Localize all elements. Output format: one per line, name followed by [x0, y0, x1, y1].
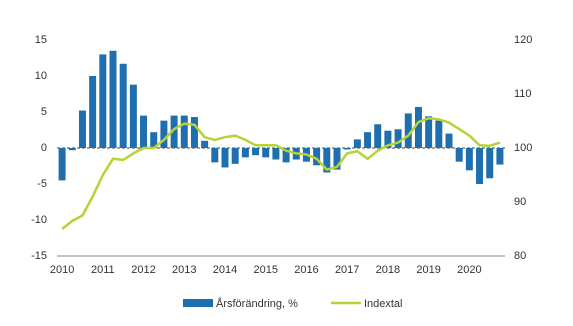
- y2-tick-label: 90: [514, 196, 526, 208]
- x-tick-label: 2015: [253, 264, 277, 276]
- bar: [241, 148, 249, 158]
- bar: [78, 110, 86, 148]
- legend-label: Indextal: [364, 298, 403, 310]
- y-tick-label: -5: [37, 178, 47, 190]
- bar: [465, 148, 473, 171]
- bar: [129, 84, 137, 148]
- bar: [190, 117, 198, 148]
- bar: [323, 148, 331, 173]
- bar: [89, 76, 97, 148]
- bar: [425, 116, 433, 148]
- bar: [486, 148, 494, 179]
- y2-tick-label: 120: [514, 34, 532, 46]
- x-tick-label: 2017: [335, 264, 359, 276]
- bar: [252, 148, 260, 156]
- y-tick-label: 10: [35, 70, 47, 82]
- x-tick-label: 2011: [91, 264, 115, 276]
- bar: [384, 130, 392, 148]
- bar: [201, 140, 209, 148]
- bar: [109, 50, 117, 148]
- bar: [496, 148, 504, 165]
- bar: [160, 120, 168, 148]
- y2-tick-label: 110: [514, 88, 532, 100]
- y-tick-label: 15: [35, 34, 47, 46]
- bar: [333, 148, 341, 170]
- bar: [455, 148, 463, 162]
- bar: [68, 148, 76, 151]
- bar: [170, 115, 178, 148]
- bar: [404, 113, 412, 148]
- bar: [99, 54, 107, 148]
- bar: [180, 115, 188, 148]
- bar: [262, 148, 270, 158]
- bar: [374, 124, 382, 148]
- x-tick-label: 2014: [213, 264, 237, 276]
- bar: [119, 63, 127, 149]
- bar: [476, 148, 484, 184]
- bar: [313, 148, 321, 166]
- legend-label: Årsförändring, %: [216, 297, 298, 310]
- bar: [353, 139, 361, 148]
- x-tick-label: 2020: [457, 264, 481, 276]
- bar: [435, 120, 443, 148]
- bar: [282, 148, 290, 163]
- legend-swatch: [183, 299, 213, 307]
- bar: [394, 129, 402, 148]
- y-tick-label: 0: [41, 142, 47, 154]
- bar: [231, 148, 239, 164]
- x-tick-label: 2012: [131, 264, 155, 276]
- line: [61, 117, 501, 230]
- y-tick-label: -10: [31, 214, 47, 226]
- bar: [221, 148, 229, 168]
- bar: [150, 132, 158, 148]
- bar: [211, 148, 219, 163]
- bar: [272, 148, 280, 160]
- bar: [140, 115, 148, 148]
- y-tick-label: 5: [41, 106, 47, 118]
- x-tick-label: 2013: [172, 264, 196, 276]
- x-tick-label: 2010: [50, 264, 74, 276]
- y2-tick-label: 80: [514, 250, 526, 262]
- x-tick-label: 2019: [416, 264, 440, 276]
- x-tick-label: 2018: [376, 264, 400, 276]
- bar: [343, 148, 351, 150]
- y-tick-label: -15: [31, 250, 47, 262]
- bar: [364, 132, 372, 148]
- x-tick-label: 2016: [294, 264, 318, 276]
- bar: [445, 133, 453, 148]
- y2-tick-label: 100: [514, 142, 532, 154]
- bar: [58, 148, 66, 181]
- bar: [414, 106, 422, 148]
